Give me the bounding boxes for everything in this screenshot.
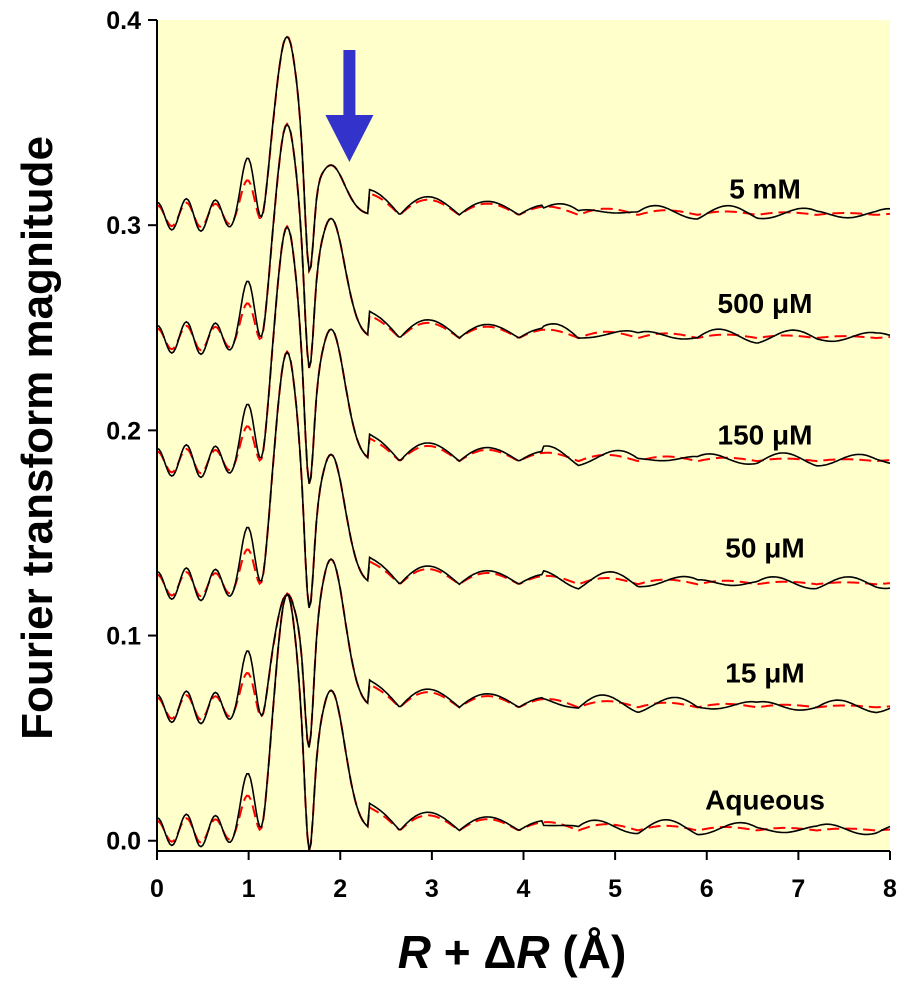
y-tick-label: 0.4 [106,7,141,35]
x-tick-label: 6 [700,875,714,903]
data-line [156,225,891,485]
arrow-shape [325,50,374,162]
data-line [156,35,891,274]
fit-line [156,349,891,609]
series-label: 5 mM [729,173,801,204]
x-tick-label: 7 [791,875,805,903]
data-line [156,350,891,609]
series-label: 150 μM [718,419,813,450]
x-tick-label: 0 [150,875,164,903]
x-tick-label: 3 [425,875,439,903]
series-labels: 5 mM 500 μM 150 μM 50 μM 15 μM Aqueous [705,173,825,815]
series-layer [156,34,891,851]
y-tick-label: 0.2 [106,417,141,445]
x-axis-title: R + ΔR (Å) [398,926,627,978]
y-tick-label: 0.1 [106,623,141,651]
data-line [156,123,891,369]
x-ticks: 0 1 2 3 4 5 6 7 8 [150,851,897,903]
series-label: 50 μM [725,532,804,563]
x-tick-label: 5 [608,875,622,903]
y-tick-label: 0.0 [106,828,141,856]
series-label: Aqueous [705,785,825,816]
x-tick-label: 4 [517,875,531,903]
series-label: 500 μM [718,288,813,319]
x-tick-label: 2 [333,875,347,903]
series-label: 15 μM [725,657,804,688]
y-axis-title: Fourier transform magnitude [13,136,62,740]
data-line [156,592,891,851]
data-line [156,558,891,748]
y-tick-label: 0.3 [106,212,141,240]
x-tick-label: 8 [883,875,897,903]
y-ticks: 0.0 0.1 0.2 0.3 0.4 [106,7,157,856]
x-tick-label: 1 [242,875,256,903]
down-arrow-icon [325,50,374,162]
